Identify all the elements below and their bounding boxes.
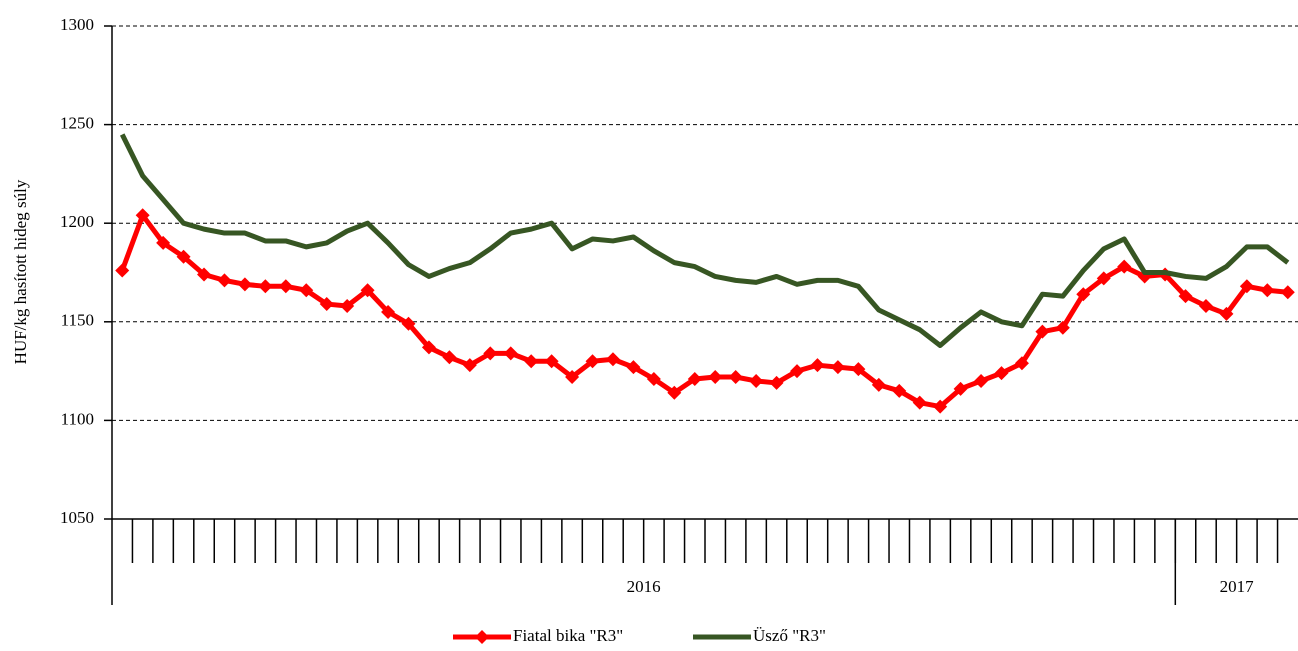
data-point	[156, 235, 171, 250]
data-point	[851, 362, 866, 377]
data-point	[626, 360, 641, 375]
data-point	[176, 249, 191, 264]
data-point	[319, 297, 334, 312]
data-point	[544, 354, 559, 369]
data-point	[1117, 259, 1132, 274]
data-point	[1280, 285, 1295, 300]
data-point	[1035, 324, 1050, 339]
data-point	[810, 358, 825, 373]
data-point	[953, 381, 968, 396]
data-point	[299, 283, 314, 298]
data-point	[1198, 299, 1213, 314]
data-point	[401, 316, 416, 331]
data-point	[360, 283, 375, 298]
data-point	[667, 385, 682, 400]
data-point	[585, 354, 600, 369]
y-tick-label: 1150	[61, 311, 94, 330]
data-point	[1219, 306, 1234, 321]
x-group-label: 2016	[627, 577, 661, 596]
y-tick-label: 1300	[60, 15, 94, 34]
data-point	[790, 364, 805, 379]
data-point	[278, 279, 293, 294]
y-axis-label: HUF/kg hasított hideg súly	[11, 179, 30, 364]
series-line	[119, 133, 1290, 348]
data-point	[421, 340, 436, 355]
data-point	[115, 263, 130, 278]
data-point	[687, 371, 702, 386]
data-point	[442, 350, 457, 365]
data-point	[871, 377, 886, 392]
data-point	[605, 352, 620, 367]
data-point	[197, 267, 212, 282]
y-tick-label: 1250	[60, 114, 94, 133]
data-point	[646, 371, 661, 386]
y-tick-label: 1050	[60, 508, 94, 527]
data-point	[749, 373, 764, 388]
data-point	[1076, 287, 1091, 302]
data-point	[1260, 283, 1275, 298]
data-point	[1096, 271, 1111, 286]
data-point	[237, 277, 252, 292]
data-point	[892, 383, 907, 398]
data-point	[994, 366, 1009, 381]
data-point	[340, 299, 355, 314]
data-point	[258, 279, 273, 294]
x-group-label: 2017	[1220, 577, 1255, 596]
data-point	[830, 360, 845, 375]
data-point	[483, 346, 498, 361]
data-point	[912, 395, 927, 410]
data-point	[462, 358, 477, 373]
data-point	[1014, 356, 1029, 371]
data-point	[381, 304, 396, 319]
data-point	[708, 370, 723, 385]
data-point	[769, 375, 784, 390]
data-point	[1178, 289, 1193, 304]
data-point	[1055, 320, 1070, 335]
data-point	[217, 273, 232, 288]
data-point	[728, 370, 743, 385]
data-point	[565, 370, 580, 385]
data-point	[1239, 279, 1254, 294]
data-point	[933, 399, 948, 414]
series-line	[119, 212, 1289, 410]
data-point	[135, 208, 150, 223]
y-tick-label: 1200	[60, 212, 94, 231]
legend-label: Fiatal bika "R3"	[513, 626, 623, 645]
legend-marker	[475, 630, 489, 644]
y-tick-label: 1100	[61, 409, 94, 428]
legend-label: Üsző "R3"	[753, 626, 826, 645]
data-point	[524, 354, 539, 369]
data-point	[974, 373, 989, 388]
data-point	[503, 346, 518, 361]
